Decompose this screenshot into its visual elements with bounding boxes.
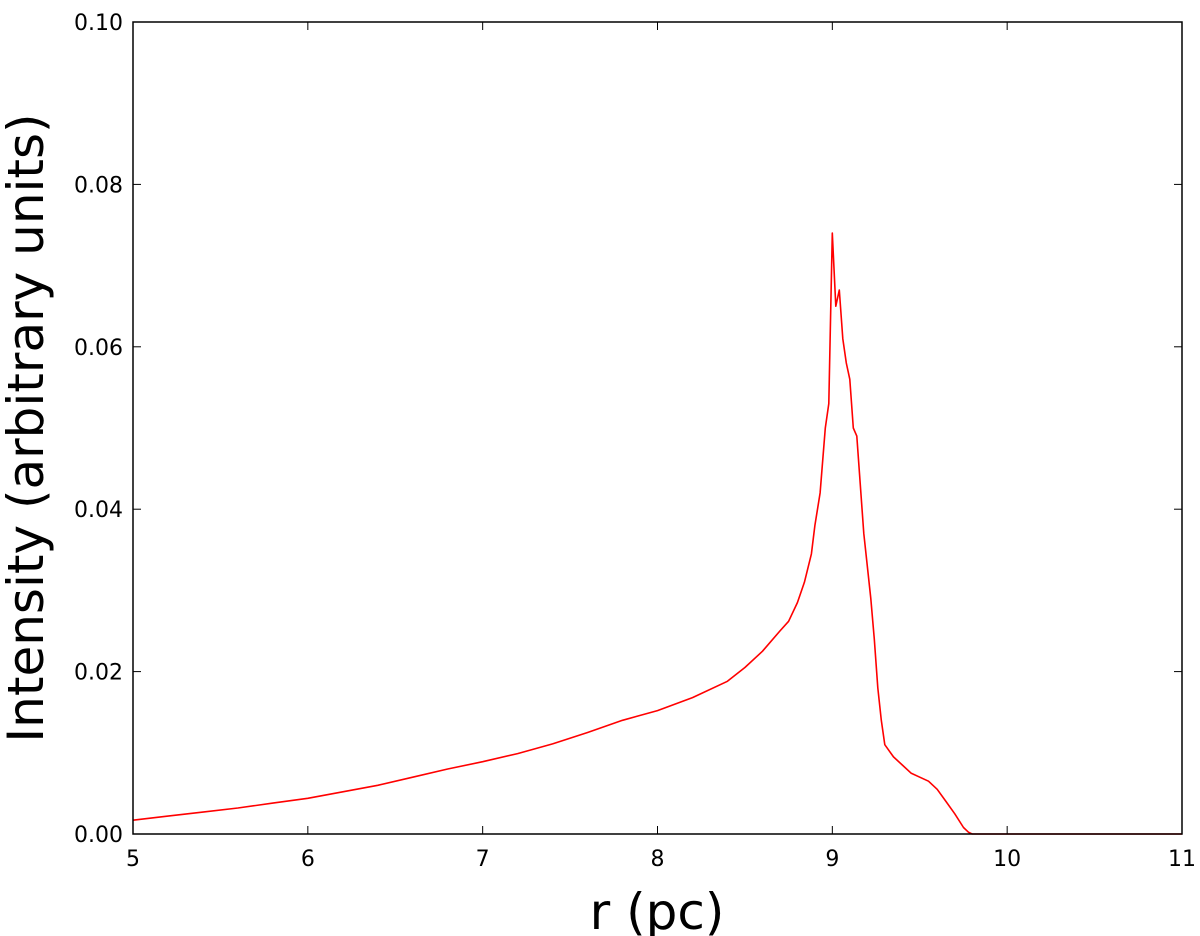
y-tick-label: 0.02 (74, 661, 123, 686)
plot-layer (132, 232, 1182, 835)
y-tick-label: 0.06 (74, 336, 123, 361)
x-tick-label: 5 (126, 847, 140, 872)
x-tick-label: 6 (301, 847, 315, 872)
y-axis-title: Intensity (arbitrary units) (0, 113, 55, 742)
x-tick-label: 10 (993, 847, 1021, 872)
x-axis-title: r (pc) (590, 883, 725, 936)
y-tick-label: 0.08 (74, 173, 123, 198)
series-line (132, 232, 1182, 835)
x-tick-label: 9 (825, 847, 839, 872)
y-tick-label: 0.04 (74, 498, 123, 523)
ticks-layer: 5 6 7 8 9 10 11 0.00 0.02 0.04 0.06 0.08 0.10 (74, 11, 1196, 872)
y-tick-label: 0.10 (74, 11, 123, 36)
x-tick-label: 11 (1168, 847, 1196, 872)
x-tick-label: 8 (651, 847, 665, 872)
y-tick-label: 0.00 (74, 823, 123, 848)
x-tick-label: 7 (476, 847, 490, 872)
plot-frame (132, 21, 1183, 835)
